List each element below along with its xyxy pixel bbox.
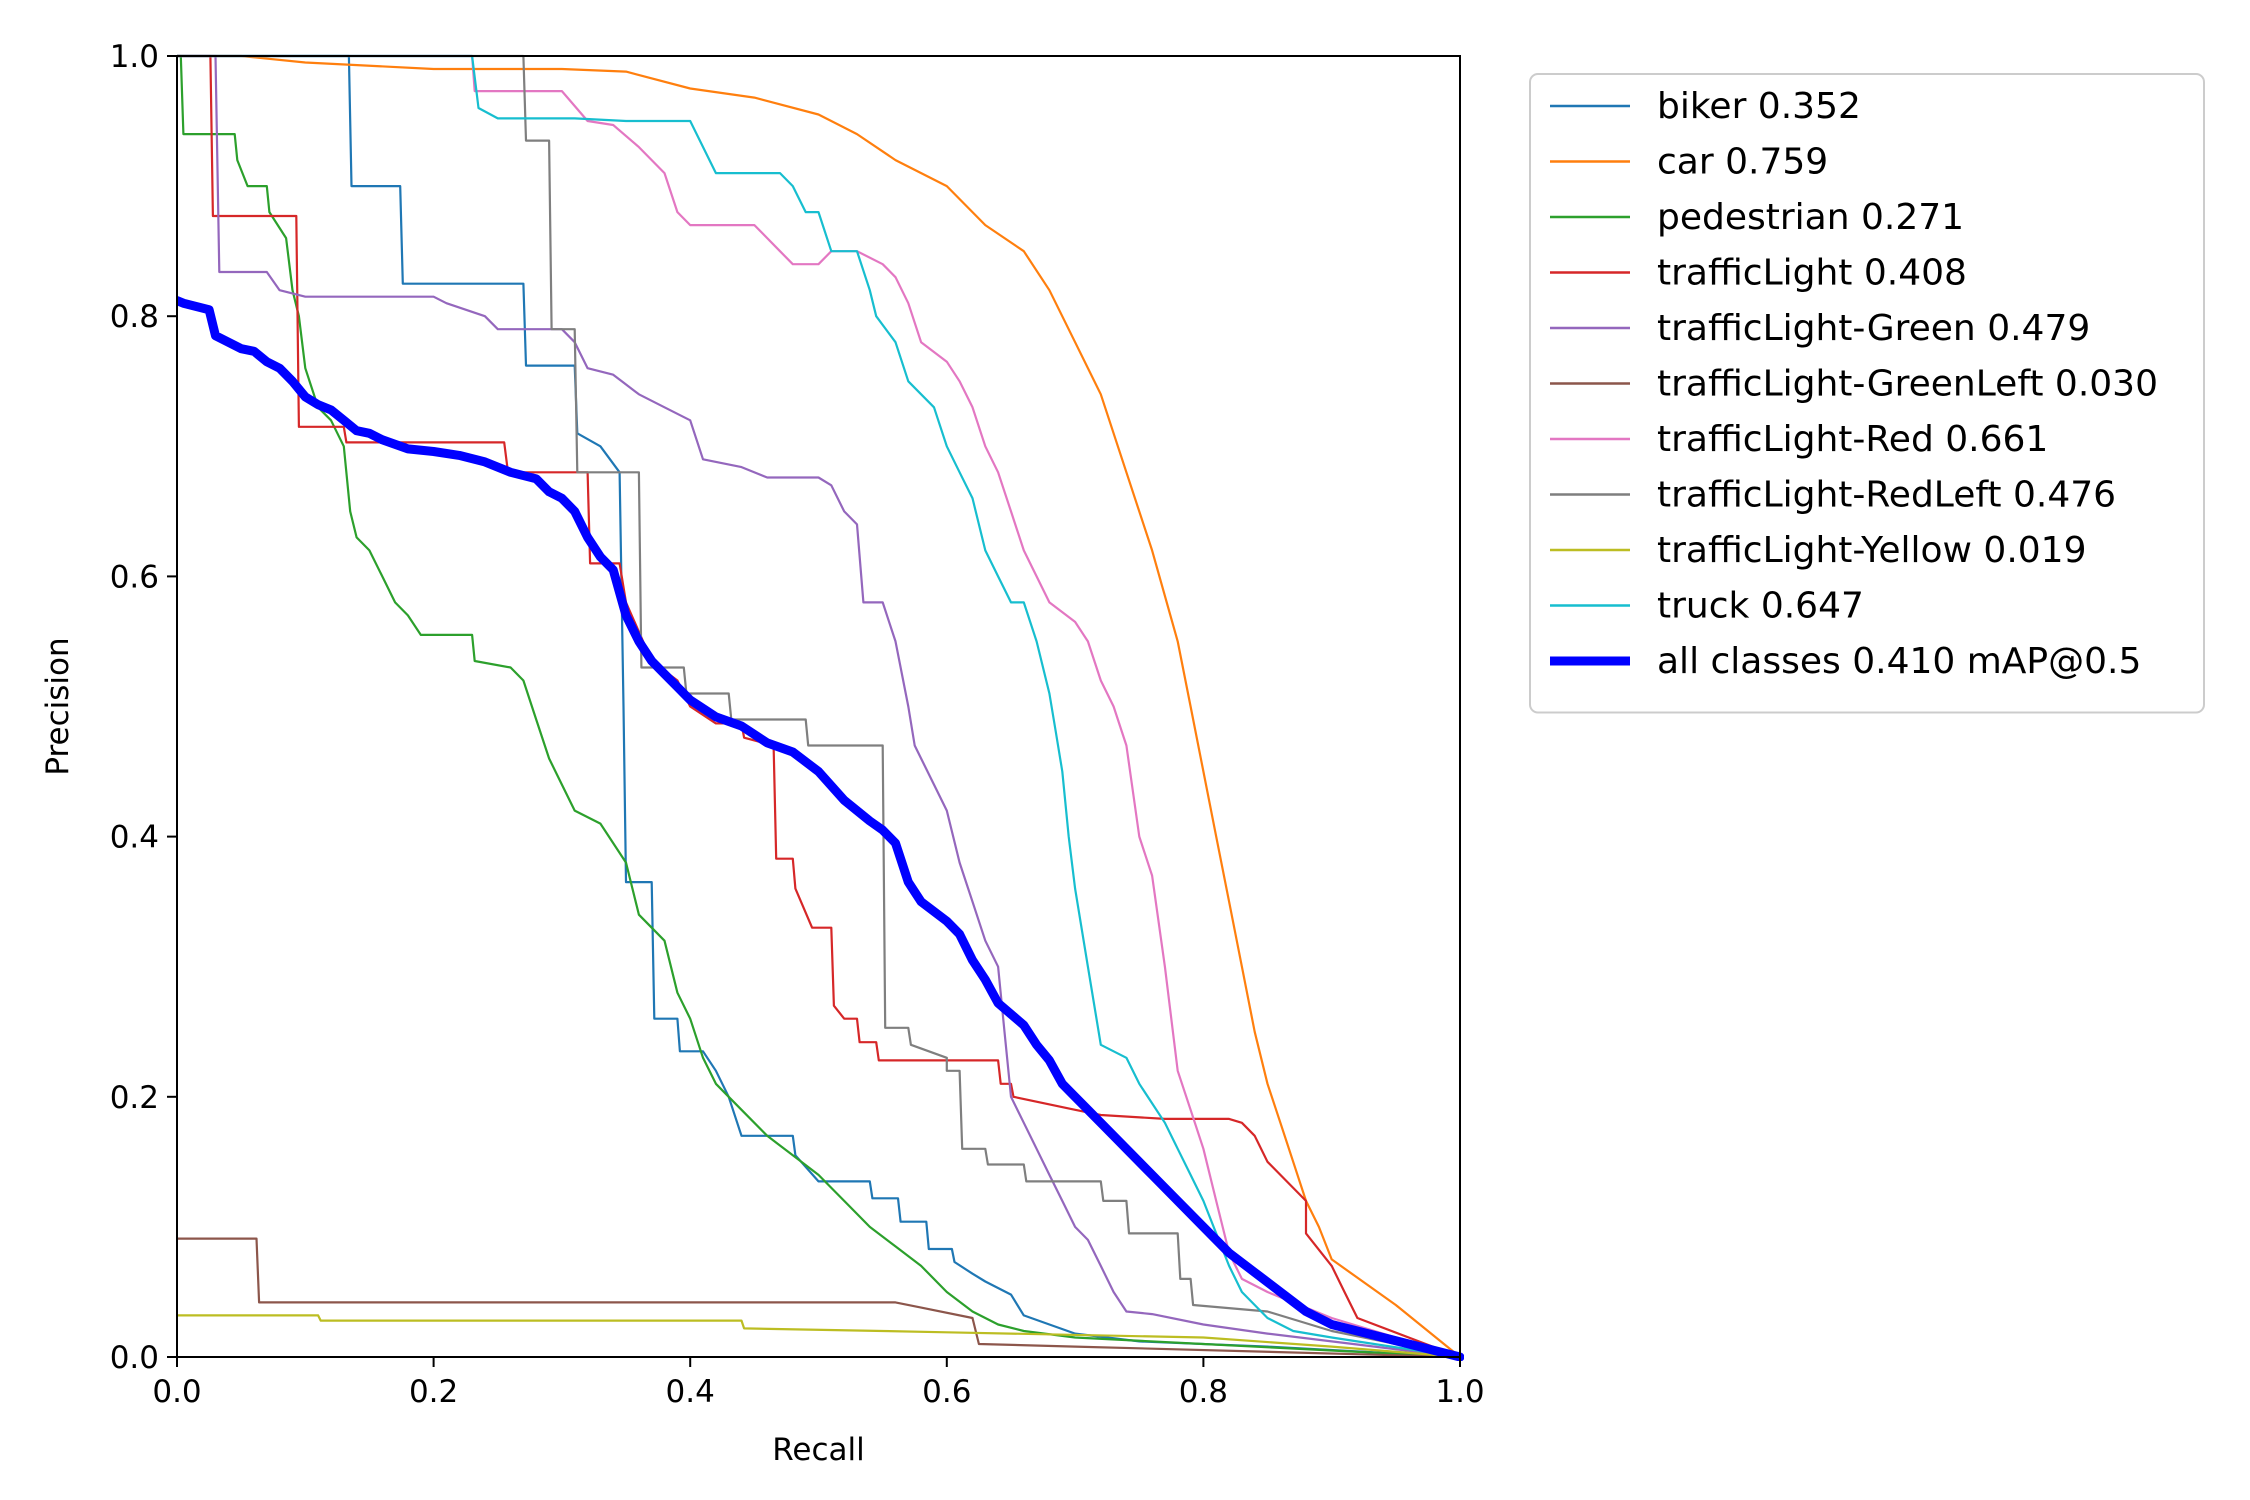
series-line-8 <box>177 1314 1462 1359</box>
series-line-5 <box>177 1237 1462 1359</box>
legend-label: trafficLight-Red 0.661 <box>1657 419 2048 460</box>
y-tick-label: 0.6 <box>110 559 159 595</box>
legend-label: trafficLight 0.408 <box>1657 253 1967 294</box>
series-line-9 <box>177 54 1462 1359</box>
series-line-10 <box>177 296 1464 1361</box>
legend-box <box>1529 73 2205 714</box>
series-line-4 <box>177 54 1462 1359</box>
legend-label: all classes 0.410 mAP@0.5 <box>1657 641 2141 682</box>
x-tick-label: 0.6 <box>922 1374 971 1410</box>
y-tick-label: 0.4 <box>110 820 159 856</box>
legend-label: biker 0.352 <box>1657 86 1861 127</box>
x-tick-label: 1.0 <box>1435 1374 1484 1410</box>
x-axis-title: Recall <box>772 1432 865 1468</box>
y-axis-title: Precision <box>40 637 76 775</box>
x-tick-label: 0.2 <box>409 1374 458 1410</box>
legend-label: trafficLight-Yellow 0.019 <box>1657 530 2086 571</box>
legend-label: trafficLight-GreenLeft 0.030 <box>1657 364 2158 405</box>
legend-label: car 0.759 <box>1657 142 1828 183</box>
y-tick-label: 0.0 <box>110 1340 159 1376</box>
series-line-2 <box>177 54 1462 1359</box>
x-tick-label: 0.8 <box>1179 1374 1228 1410</box>
series-line-0 <box>177 54 1462 1359</box>
legend-label: trafficLight-Green 0.479 <box>1657 308 2090 349</box>
y-tick-label: 1.0 <box>110 39 159 75</box>
legend-label: pedestrian 0.271 <box>1657 197 1964 238</box>
x-tick-label: 0.4 <box>666 1374 715 1410</box>
series-line-6 <box>177 54 1462 1359</box>
plot-frame <box>176 55 1461 1358</box>
series-line-1 <box>177 54 1462 1359</box>
y-tick-label: 0.2 <box>110 1080 159 1116</box>
series-line-7 <box>177 54 1462 1359</box>
legend-label: truck 0.647 <box>1657 586 1864 627</box>
y-tick-label: 0.8 <box>110 299 159 335</box>
x-tick-label: 0.0 <box>152 1374 201 1410</box>
legend-label: trafficLight-RedLeft 0.476 <box>1657 475 2116 516</box>
